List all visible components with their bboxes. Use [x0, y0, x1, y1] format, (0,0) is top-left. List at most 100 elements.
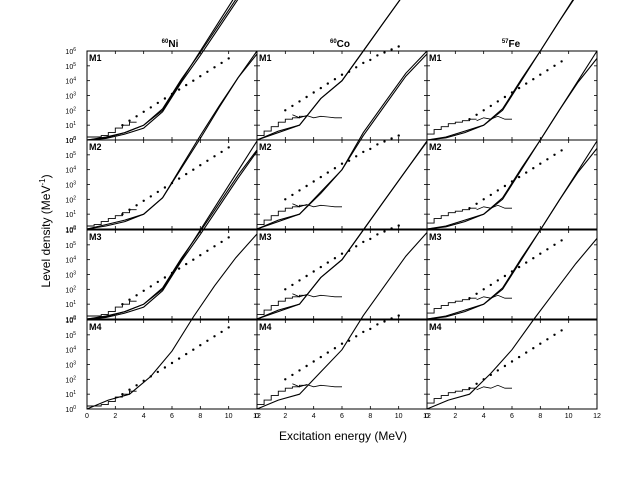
panel-m4-60ni-data-point: [199, 344, 202, 347]
panel-m2-57fe-data-point: [482, 198, 485, 201]
panel-m3-60co-data-point: [376, 233, 379, 236]
panel-m2-60co-data-point: [312, 180, 315, 183]
panel-m3-60co-data-point: [284, 288, 287, 291]
panel-m2-57fe-data-point: [475, 202, 478, 205]
panel-m1-60co-low-energy-curve: [292, 114, 342, 119]
panel-m4-60co-data-point: [376, 323, 379, 326]
panel-m2-60co-data-point: [362, 150, 365, 154]
x-tick-label: 2: [283, 413, 287, 420]
y-tick-label: 103: [65, 361, 76, 370]
panel-m2-60ni-data-point: [199, 164, 202, 167]
panel-m1-60co: M1: [256, 0, 428, 141]
panel-m2-60ni-data-point: [192, 168, 195, 171]
panel-m2-60ni-data-point: [135, 204, 138, 207]
panel-m1-60co-data-point: [319, 86, 322, 90]
panel-m1-60co-histogram: [257, 115, 307, 137]
panel-m1-60co-data-point: [383, 51, 386, 54]
panel-m3-60ni-data-point: [192, 258, 195, 261]
panel-m4-57fe-frame: [426, 319, 598, 410]
panel-m4-60co-data-point: [333, 347, 337, 350]
panel-m2-57fe: M2: [426, 50, 598, 230]
y-tick-label: 102: [65, 195, 76, 204]
y-tick-label: 101: [65, 210, 76, 219]
panel-m4-57fe-data-point: [532, 347, 535, 350]
panel-m4-57fe-histogram: [427, 387, 477, 404]
panel-m2-60co-label: M2: [259, 142, 272, 152]
panel-m4-57fe-data-point: [525, 351, 528, 354]
panel-m1-60co-data-point: [333, 78, 337, 81]
y-tick-label: 104: [65, 346, 76, 355]
y-tick-label: 101: [65, 121, 76, 130]
panel-m4-60ni-data-point: [121, 393, 124, 396]
panel-m3-60co-data-point: [390, 227, 393, 230]
panel-m1-60ni-label: M1: [89, 53, 102, 63]
y-tick-label: 100: [65, 136, 76, 145]
panel-m1-60ni-data-point: [206, 70, 209, 74]
panel-m2-57fe-data-point: [510, 180, 514, 183]
panel-m1-57fe-data-point: [503, 95, 507, 99]
panel-m3-57fe-data-point: [475, 292, 478, 295]
x-tick-label: 4: [142, 413, 146, 420]
panel-m1-57fe-histogram: [427, 118, 477, 135]
panel-m3-60ni-data-point: [156, 280, 159, 284]
panel-m4-60co-data-point: [362, 330, 365, 334]
panel-m1-60ni-data-point: [199, 75, 202, 78]
panel-m4-60co-data-point: [326, 351, 329, 354]
panel-m3-60co-data-point: [291, 283, 294, 287]
panel-m2-57fe-data-point: [489, 193, 492, 197]
panel-m3-60co-data-point: [312, 270, 315, 273]
panel-m4-60co-data-point: [397, 314, 400, 317]
panel-m4-60ni-data-point: [206, 339, 209, 342]
panel-m1-57fe-data-point: [496, 100, 499, 103]
panel-m1-60ni-data-point: [142, 110, 145, 114]
panel-m2-57fe-data-point: [560, 149, 563, 152]
panel-m3-60ni-data-point: [227, 236, 230, 239]
panel-m3-60co-data-point: [362, 240, 365, 244]
x-tick-label: 2: [113, 413, 117, 420]
x-axis-title: Excitation energy (MeV): [279, 429, 407, 443]
panel-m4-60ni-data-point: [135, 384, 138, 387]
panel-m3-60co-model-line-2: [256, 141, 428, 320]
panel-m1-60co-data-point: [347, 70, 351, 74]
panel-m2-60ni-data-point: [185, 172, 188, 176]
panel-m2-60ni-data-point: [206, 159, 209, 162]
panel-m1-60co-data-point: [369, 58, 372, 62]
panel-m2-57fe-data-point: [468, 207, 471, 210]
panel-m3-57fe-model-line-2: [426, 148, 598, 320]
panel-m4-57fe-model-line-1: [426, 238, 598, 410]
panel-m4-57fe-low-energy-curve: [476, 384, 512, 391]
panel-m4-60ni-data-point: [156, 370, 159, 374]
panel-m3-60co-low-energy-curve: [292, 293, 342, 298]
x-tick-label: 4: [312, 413, 316, 420]
panel-m4-57fe-data-point: [468, 387, 471, 390]
panel-m3-60ni-data-point: [206, 249, 209, 252]
panel-m1-60co-data-point: [390, 48, 393, 51]
y-tick-label: 104: [65, 166, 76, 175]
y-tick-label: 100: [65, 225, 76, 234]
x-tick-label: 6: [340, 413, 344, 420]
panel-m1-60co-label: M1: [259, 53, 272, 63]
panel-m4-57fe-data-point: [489, 373, 492, 377]
panel-m4-60co-data-point: [319, 355, 322, 359]
panel-m3-60co-label: M3: [259, 232, 272, 242]
panel-m4-60ni-label: M4: [89, 322, 102, 332]
panel-m1-60co-frame: [256, 50, 428, 141]
panel-m4-57fe-data-point: [553, 333, 556, 336]
y-tick-label: 104: [65, 256, 76, 265]
panel-m1-57fe-data-point: [475, 113, 478, 117]
panel-m1-60co-data-point: [355, 66, 358, 69]
panel-m4-60ni-data-point: [128, 388, 131, 391]
panel-m2-60co-data-point: [390, 137, 393, 140]
x-tick-label: 12: [423, 413, 431, 420]
panel-m4-60co-data-point: [305, 364, 308, 368]
panel-m1-57fe-data-point: [468, 118, 471, 121]
panel-m1-57fe: M1: [426, 0, 598, 141]
panel-m3-60co-histogram: [257, 294, 307, 316]
panel-m1-57fe-model-line-2: [426, 0, 575, 141]
panel-m2-60co-data-point: [383, 140, 386, 143]
panel-m2-60co-data-point: [397, 134, 400, 137]
x-tick-label: 0: [85, 413, 89, 420]
panel-m2-60ni-data-point: [213, 155, 216, 158]
x-tick-label: 10: [395, 413, 403, 420]
panel-m4-60ni-data-point: [213, 335, 216, 338]
